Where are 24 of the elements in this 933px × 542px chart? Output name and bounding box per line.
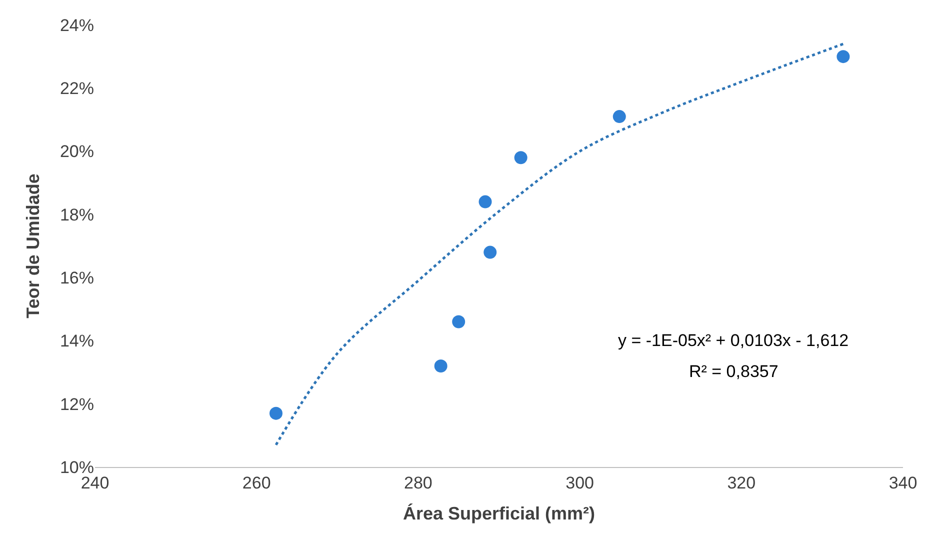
point	[514, 151, 528, 164]
x-axis-title: Área Superficial (mm²)	[402, 504, 596, 524]
x-tick-label: 300	[566, 473, 594, 492]
x-tick-label: 260	[242, 473, 271, 492]
y-tick-label: 14%	[60, 332, 94, 351]
annotation: y = -1E-05x² + 0,0103x - 1,612	[618, 331, 849, 350]
point	[452, 315, 466, 328]
y-axis-title: Teor de Umidade	[23, 174, 44, 318]
point	[836, 50, 850, 64]
y-tick-label: 12%	[60, 394, 94, 414]
point	[269, 406, 282, 420]
point	[612, 110, 626, 124]
annotation: R² = 0,8357	[689, 362, 778, 381]
y-tick-label: 24%	[60, 16, 94, 35]
x-tick-label: 320	[727, 473, 756, 492]
x-tick-label: 340	[888, 473, 918, 492]
x-tick-label: 280	[404, 473, 432, 492]
point	[484, 246, 497, 259]
point	[478, 195, 492, 208]
point	[434, 359, 448, 372]
y-tick-label: 16%	[60, 268, 94, 288]
y-tick-label: 18%	[60, 205, 94, 224]
y-tick-label: 22%	[60, 79, 94, 98]
y-tick-label: 20%	[60, 142, 94, 162]
